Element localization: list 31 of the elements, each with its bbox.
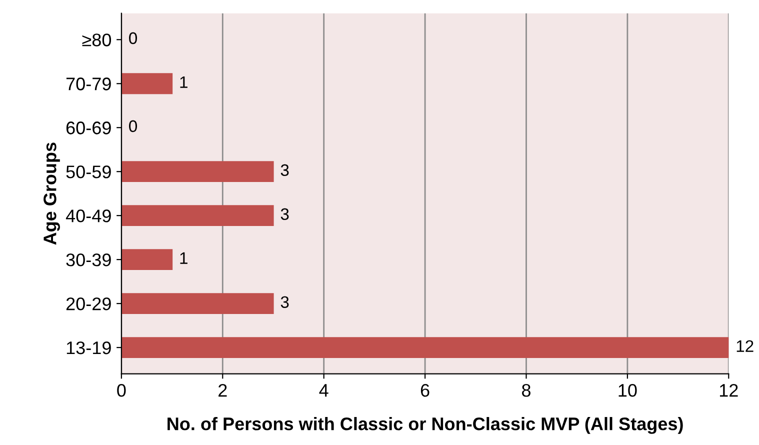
data-label: 3: [280, 164, 289, 176]
y-tick-label: 60-69: [66, 122, 111, 134]
x-tick-label: 12: [720, 384, 738, 397]
bar: [121, 337, 729, 358]
x-tick-label: 0: [117, 384, 126, 397]
y-tick-label: 13-19: [66, 341, 111, 354]
y-tick-label: 70-79: [66, 78, 111, 90]
x-tick-label: 8: [522, 384, 530, 397]
data-label: 1: [180, 76, 188, 88]
data-label: 0: [129, 32, 137, 44]
bar: [121, 205, 274, 226]
bar: [121, 73, 173, 94]
y-tick-label: 50-59: [66, 166, 111, 178]
bar: [121, 249, 173, 270]
y-tick-label: 20-29: [66, 297, 111, 310]
data-label: 3: [280, 208, 289, 220]
x-tick-label: 10: [618, 384, 637, 397]
bar: [121, 161, 274, 182]
data-label: 0: [129, 120, 137, 132]
y-axis-title: Age Groups: [44, 142, 60, 245]
data-label: 12: [736, 340, 754, 352]
y-tick-label: ≥80: [82, 34, 112, 46]
y-tick-label: 40-49: [66, 210, 111, 222]
bar: [121, 293, 274, 314]
data-label: 1: [180, 252, 188, 264]
x-tick-label: 6: [420, 384, 430, 397]
x-axis-title: No. of Persons with Classic or Non-Classic MVP (All Stages): [168, 417, 683, 434]
data-label: 3: [280, 296, 289, 308]
x-tick-label: 4: [319, 384, 328, 397]
y-tick-label: 30-39: [66, 253, 111, 266]
x-tick-label: 2: [218, 384, 227, 397]
